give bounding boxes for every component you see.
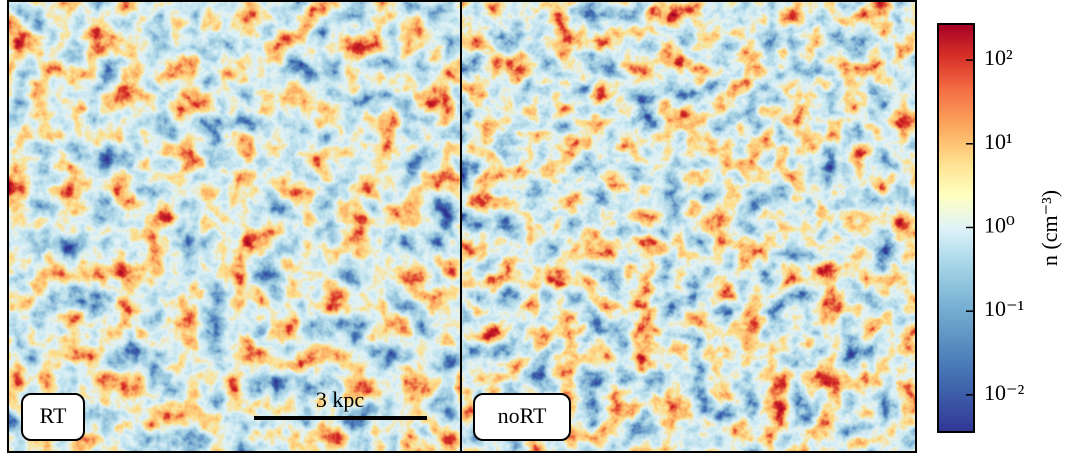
colorbar-label: n (cm⁻³) [1037, 190, 1062, 266]
colorbar-tick-label: 10⁻² [984, 380, 1025, 405]
label-box [473, 393, 571, 441]
colorbar-tick-label: 10⁻¹ [984, 296, 1024, 321]
density-map [8, 1, 461, 452]
colorbar-tick-label: 10⁰ [984, 213, 1015, 238]
colorbar-tick-label: 10² [984, 45, 1013, 70]
panel-label: noRT [498, 403, 547, 428]
density-map [461, 1, 916, 452]
scale-bar-label: 3 kpc [316, 387, 365, 412]
label-box [21, 393, 85, 441]
panel-label: RT [40, 403, 67, 428]
colorbar-tick-label: 10¹ [984, 129, 1013, 154]
